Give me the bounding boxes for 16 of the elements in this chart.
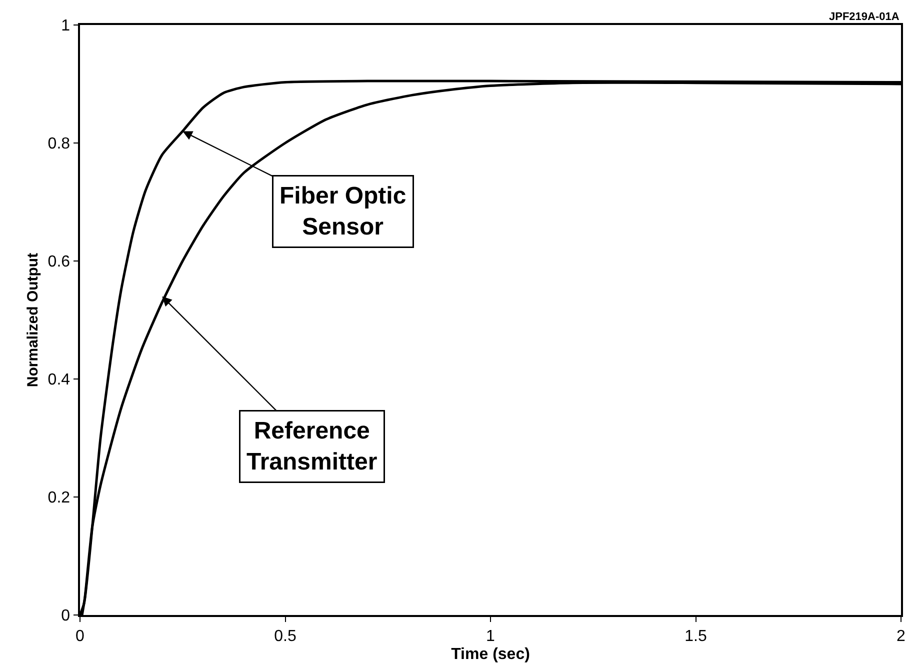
x-tick-label: 0.5 [274, 628, 296, 645]
y-tick-label: 0.8 [48, 136, 70, 153]
y-axis-title: Normalized Output [24, 252, 42, 388]
x-tick-label: 0 [76, 628, 85, 645]
text: JPF219A-01A [829, 11, 900, 23]
y-tick-label: 0.2 [48, 490, 70, 507]
x-tick-label: 2 [896, 628, 906, 645]
y-tick-label: 0.6 [48, 254, 70, 271]
x-tick-label: 1 [486, 628, 496, 645]
y-tick-label: 0.4 [48, 372, 70, 389]
x-tick-label: 1.5 [684, 628, 707, 645]
annotation: Fiber Optic Sensor [280, 182, 406, 241]
y-tick-label: 0 [61, 608, 70, 625]
y-tick-label: 1 [61, 18, 70, 35]
x-axis-title: Time (sec) [451, 646, 530, 664]
annotation: Reference Transmitter [246, 418, 378, 476]
